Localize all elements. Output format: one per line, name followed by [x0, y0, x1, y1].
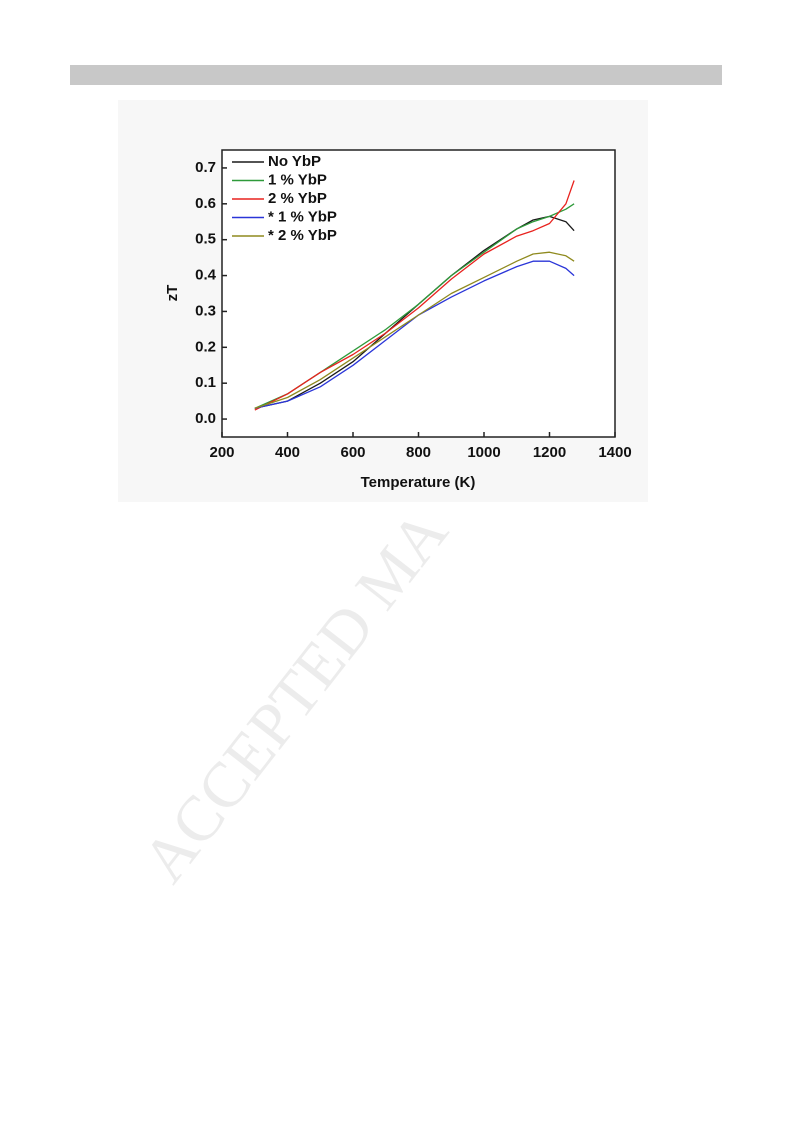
x-tick-label: 200 — [209, 444, 234, 461]
header-bar — [70, 65, 722, 85]
x-tick-label: 1400 — [598, 444, 631, 461]
x-axis-label: Temperature (K) — [361, 474, 476, 491]
x-tick-label: 1000 — [467, 444, 500, 461]
y-tick-label: 0.1 — [195, 374, 216, 391]
x-tick-label: 600 — [340, 444, 365, 461]
y-axis-label: zT — [164, 285, 181, 302]
x-tick-label: 400 — [275, 444, 300, 461]
y-tick-label: 0.7 — [195, 159, 216, 176]
legend-label: No YbP — [268, 153, 321, 170]
legend-label: * 1 % YbP — [268, 208, 337, 225]
series-line — [254, 251, 575, 409]
x-tick-label: 1200 — [533, 444, 566, 461]
y-tick-label: 0.4 — [195, 267, 217, 284]
watermark: ACCEPTED MA — [128, 497, 461, 895]
y-tick-label: 0.3 — [195, 302, 216, 319]
x-tick-label: 800 — [406, 444, 431, 461]
y-tick-label: 0.6 — [195, 195, 216, 212]
plot-frame — [221, 149, 616, 438]
y-tick-label: 0.0 — [195, 410, 216, 427]
series-line — [254, 180, 575, 411]
y-tick-label: 0.5 — [195, 231, 216, 248]
series-line — [254, 260, 575, 409]
legend-label: * 2 % YbP — [268, 227, 337, 244]
legend-label: 2 % YbP — [268, 190, 327, 207]
legend-label: 1 % YbP — [268, 171, 327, 188]
y-tick-label: 0.2 — [195, 338, 216, 355]
